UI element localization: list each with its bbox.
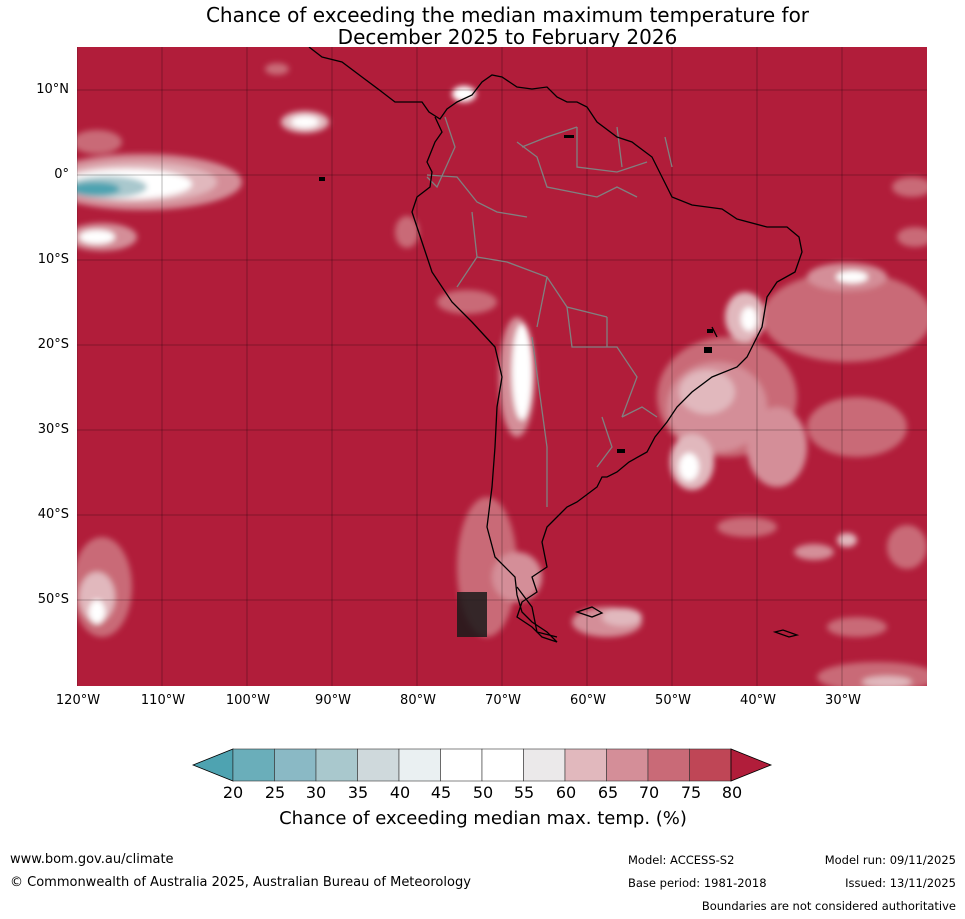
lon-label: 70°W bbox=[485, 693, 521, 708]
colorbar-tick: 55 bbox=[513, 783, 535, 802]
country-borders bbox=[426, 116, 673, 507]
colorbar-cell bbox=[523, 748, 566, 782]
colorbar-tick: 80 bbox=[721, 783, 743, 802]
lat-label: 10°N bbox=[36, 82, 69, 97]
model-run: Model run: 09/11/2025 bbox=[824, 853, 956, 867]
colorbar-tick: 25 bbox=[264, 783, 286, 802]
colorbar-tick: 50 bbox=[472, 783, 494, 802]
colorbar-tick: 35 bbox=[347, 783, 369, 802]
lon-label: 30°W bbox=[825, 693, 861, 708]
copyright: © Commonwealth of Australia 2025, Austra… bbox=[10, 875, 471, 890]
lat-label: 50°S bbox=[37, 592, 69, 607]
colorbar-cell bbox=[564, 748, 607, 782]
lon-label: 60°W bbox=[570, 693, 606, 708]
lon-label: 90°W bbox=[315, 693, 351, 708]
lat-label: 20°S bbox=[37, 337, 69, 352]
colorbar-cell bbox=[689, 748, 732, 782]
title-line-1: Chance of exceeding the median maximum t… bbox=[205, 3, 810, 27]
colorbar bbox=[192, 748, 773, 782]
colorbar-tick: 75 bbox=[680, 783, 702, 802]
lon-label: 120°W bbox=[55, 693, 101, 708]
lon-label: 40°W bbox=[740, 693, 776, 708]
colorbar-cell bbox=[440, 748, 483, 782]
title-line-2: December 2025 to February 2026 bbox=[337, 25, 678, 49]
islands bbox=[319, 135, 713, 637]
outlook-map bbox=[77, 47, 927, 686]
coastline bbox=[308, 47, 803, 643]
chart-title: Chance of exceeding the median maximum t… bbox=[0, 4, 965, 48]
colorbar-extend-high bbox=[730, 748, 773, 782]
colorbar-cell bbox=[357, 748, 400, 782]
model-name: Model: ACCESS-S2 bbox=[628, 853, 735, 867]
lat-label: 40°S bbox=[37, 507, 69, 522]
colorbar-tick: 70 bbox=[638, 783, 660, 802]
lat-label: 30°S bbox=[37, 422, 69, 437]
colorbar-label: Chance of exceeding median max. temp. (%… bbox=[279, 808, 687, 829]
colorbar-cell bbox=[232, 748, 275, 782]
disclaimer: Boundaries are not considered authoritat… bbox=[701, 899, 956, 913]
colorbar-tick: 30 bbox=[305, 783, 327, 802]
colorbar-tick: 40 bbox=[389, 783, 411, 802]
lon-label: 100°W bbox=[225, 693, 271, 708]
base-period: Base period: 1981-2018 bbox=[628, 876, 767, 890]
colorbar-tick: 65 bbox=[597, 783, 619, 802]
lat-label: 10°S bbox=[37, 252, 69, 267]
colorbar-cell bbox=[398, 748, 441, 782]
colorbar-cell bbox=[481, 748, 524, 782]
map-panel bbox=[77, 47, 927, 686]
lat-label: 0° bbox=[54, 167, 69, 182]
colorbar-tick: 45 bbox=[430, 783, 452, 802]
website-link[interactable]: www.bom.gov.au/climate bbox=[10, 852, 174, 867]
colorbar-cell bbox=[315, 748, 358, 782]
colorbar-extend-low bbox=[192, 748, 234, 782]
lon-label: 80°W bbox=[400, 693, 436, 708]
colorbar-cell bbox=[606, 748, 649, 782]
graticule bbox=[77, 47, 927, 686]
colorbar-tick: 60 bbox=[555, 783, 577, 802]
issued-date: Issued: 13/11/2025 bbox=[845, 876, 956, 890]
colorbar-cell bbox=[274, 748, 317, 782]
lon-label: 50°W bbox=[655, 693, 691, 708]
colorbar-cell bbox=[647, 748, 690, 782]
probability-patches bbox=[77, 63, 927, 686]
colorbar-tick: 20 bbox=[222, 783, 244, 802]
lon-label: 110°W bbox=[140, 693, 186, 708]
